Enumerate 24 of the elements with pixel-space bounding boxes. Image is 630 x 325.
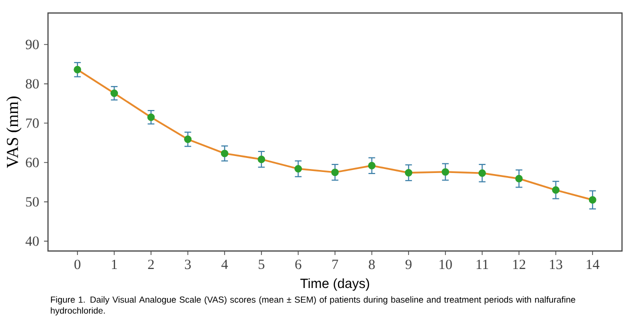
x-tick-label: 14 (586, 260, 600, 269)
x-axis-title: Time (days) (300, 278, 370, 291)
x-tick-label: 2 (148, 260, 154, 269)
x-tick-label: 0 (74, 260, 80, 270)
x-tick-label: 5 (258, 260, 264, 270)
x-tick-label: 11 (476, 260, 488, 269)
x-tick-label: 3 (184, 260, 191, 270)
y-tick-label: 90 (26, 40, 39, 50)
y-tick-label: 50 (26, 197, 39, 207)
x-tick-label: 7 (332, 260, 338, 269)
x-tick-label: 9 (406, 260, 412, 270)
y-axis-title: VAS (mm) (6, 96, 22, 168)
x-tick-label: 13 (550, 260, 562, 270)
y-tick-label: 70 (26, 118, 39, 128)
y-tick-label: 80 (26, 79, 39, 89)
x-tick-label: 1 (112, 260, 117, 269)
x-tick-label: 6 (295, 260, 302, 270)
y-tick-label: 40 (26, 236, 39, 246)
y-tick-label: 60 (26, 158, 39, 168)
x-tick-label: 8 (368, 260, 375, 270)
x-tick-label: 4 (221, 260, 228, 269)
x-tick-label: 10 (440, 260, 452, 270)
x-tick-label: 12 (513, 260, 526, 269)
caption: Figure 1. Daily Visual Analogue Scale (VAS) scores (mean ± SEM) of patients during baseline and treatment periods with nalfurafine hydrochloride. (50, 296, 576, 316)
